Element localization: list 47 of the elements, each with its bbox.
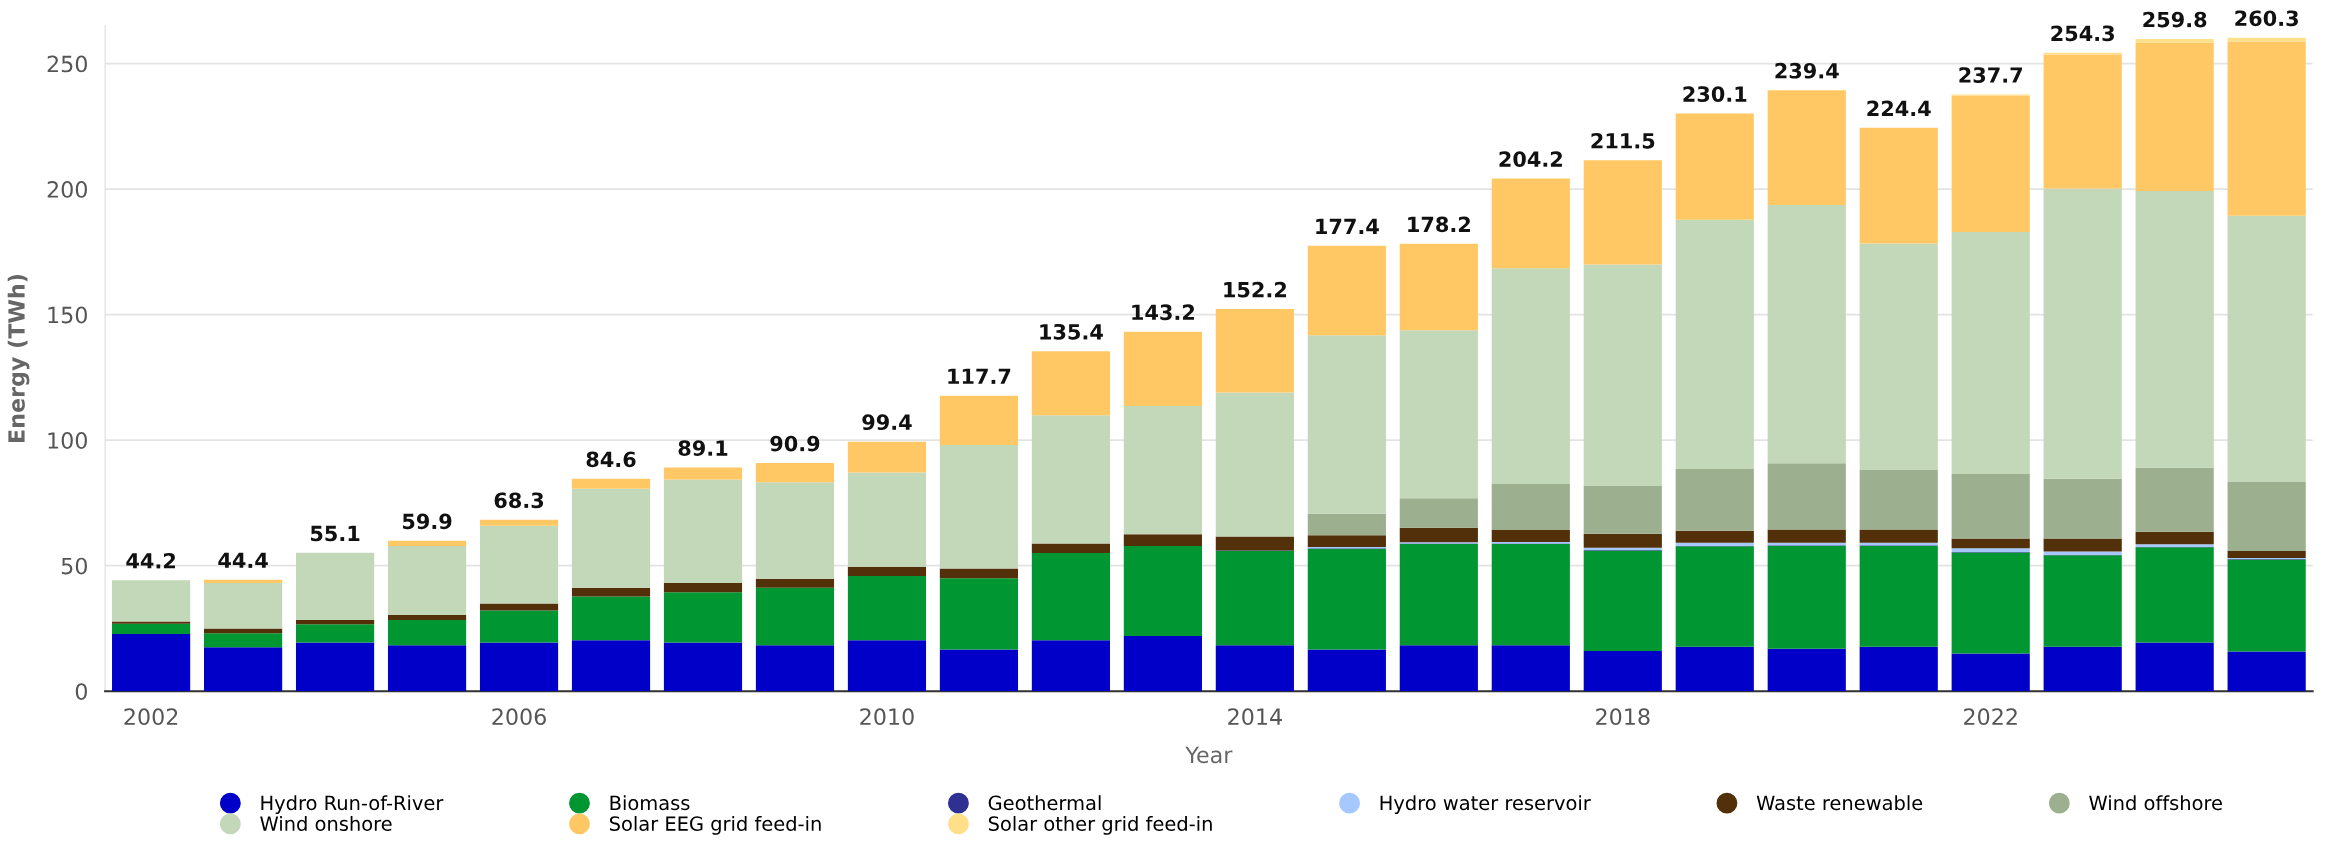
legend-label: Solar other grid feed-in <box>988 815 1212 835</box>
total-label: 44.2 <box>126 552 175 569</box>
total-label: 177.4 <box>1316 218 1379 234</box>
y-tick-label: 0 <box>75 683 87 700</box>
x-tick-label: 2002 <box>124 708 178 726</box>
total-label: 55.1 <box>310 525 360 542</box>
total-label: 224.4 <box>1867 100 1931 116</box>
legend-label: Solar EEG grid feed-in <box>609 815 821 835</box>
legend-label: Geothermal <box>988 795 1101 811</box>
x-tick-label: 2006 <box>492 708 546 726</box>
x-tick-label: 2018 <box>1596 708 1650 726</box>
total-label: 99.4 <box>862 414 912 431</box>
total-label: 259.8 <box>2143 11 2207 28</box>
legend-label: Waste renewable <box>1756 795 1923 811</box>
total-label: 237.7 <box>1959 67 2022 83</box>
total-label: 59.9 <box>402 513 452 530</box>
legend-label: Wind onshore <box>260 815 392 831</box>
total-label: 84.6 <box>586 451 636 468</box>
legend-label: Biomass <box>610 795 690 811</box>
legend-label: Hydro Run-of-River <box>261 795 444 814</box>
y-tick-label: 100 <box>48 432 87 449</box>
total-label: 152.2 <box>1224 281 1287 298</box>
total-label: 117.7 <box>948 368 1011 384</box>
y-tick-label: 250 <box>47 55 87 73</box>
x-axis-title: Year <box>1185 746 1233 764</box>
y-tick-label: 200 <box>47 181 87 198</box>
total-label: 68.3 <box>494 492 544 509</box>
y-tick-label: 150 <box>48 306 87 324</box>
total-label: 135.4 <box>1040 323 1103 340</box>
total-label: 230.1 <box>1683 86 1747 102</box>
legend-label: Wind offshore <box>2089 795 2222 811</box>
y-tick-label: 50 <box>61 557 87 575</box>
total-label: 239.4 <box>1775 62 1839 79</box>
total-label: 90.9 <box>770 435 820 452</box>
total-label: 204.2 <box>1499 151 1562 167</box>
total-label: 143.2 <box>1132 304 1195 321</box>
total-label: 254.3 <box>2051 25 2114 42</box>
x-tick-label: 2022 <box>1964 708 2017 726</box>
x-tick-label: 2014 <box>1228 708 1282 726</box>
total-label: 44.4 <box>218 552 268 568</box>
y-axis-title: Energy (TWh) <box>7 274 30 442</box>
legend-label: Hydro water reservoir <box>1380 795 1591 814</box>
total-label: 178.2 <box>1408 216 1470 233</box>
total-label: 260.3 <box>2235 10 2298 27</box>
x-tick-label: 2010 <box>860 708 914 726</box>
total-label: 89.1 <box>678 440 728 456</box>
total-label: 211.5 <box>1591 132 1655 149</box>
